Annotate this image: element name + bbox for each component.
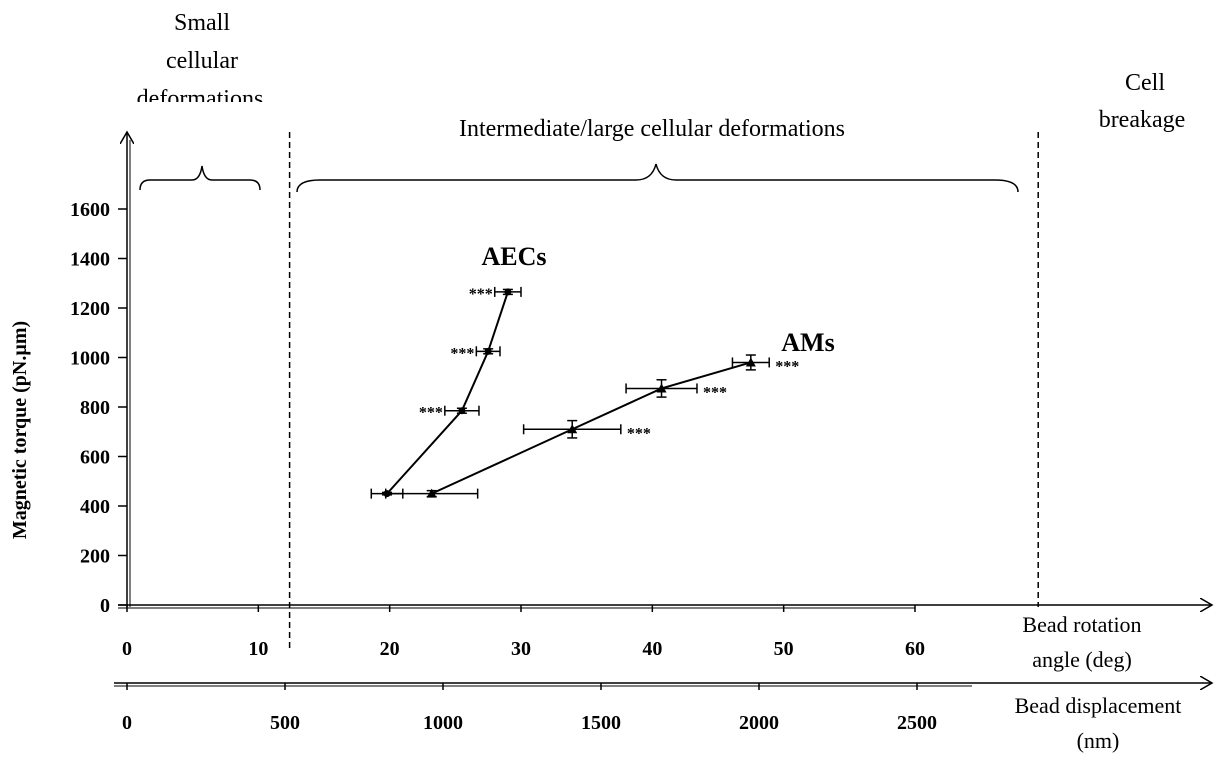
region-small-line2: cellular <box>166 48 238 74</box>
x-angle-tick-label: 40 <box>642 638 662 660</box>
significance-label-ams: *** <box>703 384 727 401</box>
series-line-ams <box>431 361 752 495</box>
y-tick-label: 0 <box>100 595 110 617</box>
region-small-line1: Small <box>174 10 230 36</box>
y-tick-label: 800 <box>80 397 110 419</box>
data-point-ams <box>567 424 578 434</box>
y-tick-label: 1000 <box>70 348 110 370</box>
data-point-aecs <box>484 347 492 355</box>
y-axis-label: Magnetic torque (pN.µm) <box>9 321 31 539</box>
y-tick-label: 400 <box>80 496 110 518</box>
x-displacement-tick-label: 2500 <box>897 712 937 734</box>
y-tick-label: 200 <box>80 546 110 568</box>
brace-intermediate-deformations <box>296 163 1019 193</box>
data-point-ams <box>426 488 437 498</box>
series-line-aecs <box>386 291 509 495</box>
x-displacement-tick-label: 500 <box>270 712 300 734</box>
plot-area: *** *** *** *** *** *** <box>370 286 799 499</box>
x-angle-label-line1: Bead rotation <box>1022 612 1141 637</box>
x-angle-tick-label: 20 <box>380 638 400 660</box>
x-displacement-tick-label: 2000 <box>739 712 779 734</box>
significance-label-ams: *** <box>627 425 651 442</box>
y-tick-label: 1400 <box>70 249 110 271</box>
data-point-aecs <box>458 407 466 415</box>
x-displacement-label-line1: Bead displacement <box>1015 693 1182 718</box>
x-angle-tick-label: 0 <box>122 638 132 660</box>
brace-small-deformations <box>139 165 261 191</box>
significance-label-aecs: *** <box>419 405 443 422</box>
x-displacement-tick-label: 1000 <box>423 712 463 734</box>
series-label-aecs: AECs <box>481 242 546 271</box>
y-tick-label: 600 <box>80 447 110 469</box>
significance-label-aecs: *** <box>450 345 474 362</box>
region-small-clip-mask <box>100 102 300 114</box>
region-intermediate-title: Intermediate/large cellular deformations <box>459 116 845 142</box>
x-angle-label-line2: angle (deg) <box>1032 647 1132 672</box>
data-point-aecs <box>504 288 512 296</box>
region-breakage-line2: breakage <box>1099 107 1186 133</box>
x-angle-tick-label: 30 <box>511 638 531 660</box>
x-displacement-label-line2: (nm) <box>1077 728 1120 753</box>
y-tick-label: 1200 <box>70 298 110 320</box>
data-point-ams <box>656 383 667 393</box>
x-angle-tick-label: 60 <box>905 638 925 660</box>
x-displacement-tick-label: 0 <box>122 712 132 734</box>
series-label-ams: AMs <box>781 328 834 357</box>
x-angle-tick-label: 50 <box>774 638 794 660</box>
significance-label-aecs: *** <box>469 286 493 303</box>
significance-label-ams: *** <box>775 358 799 375</box>
x-angle-tick-label: 10 <box>248 638 268 660</box>
x-displacement-tick-label: 1500 <box>581 712 621 734</box>
y-tick-label: 1600 <box>70 199 110 221</box>
region-breakage-line1: Cell <box>1125 70 1165 96</box>
data-point-ams <box>745 357 756 367</box>
